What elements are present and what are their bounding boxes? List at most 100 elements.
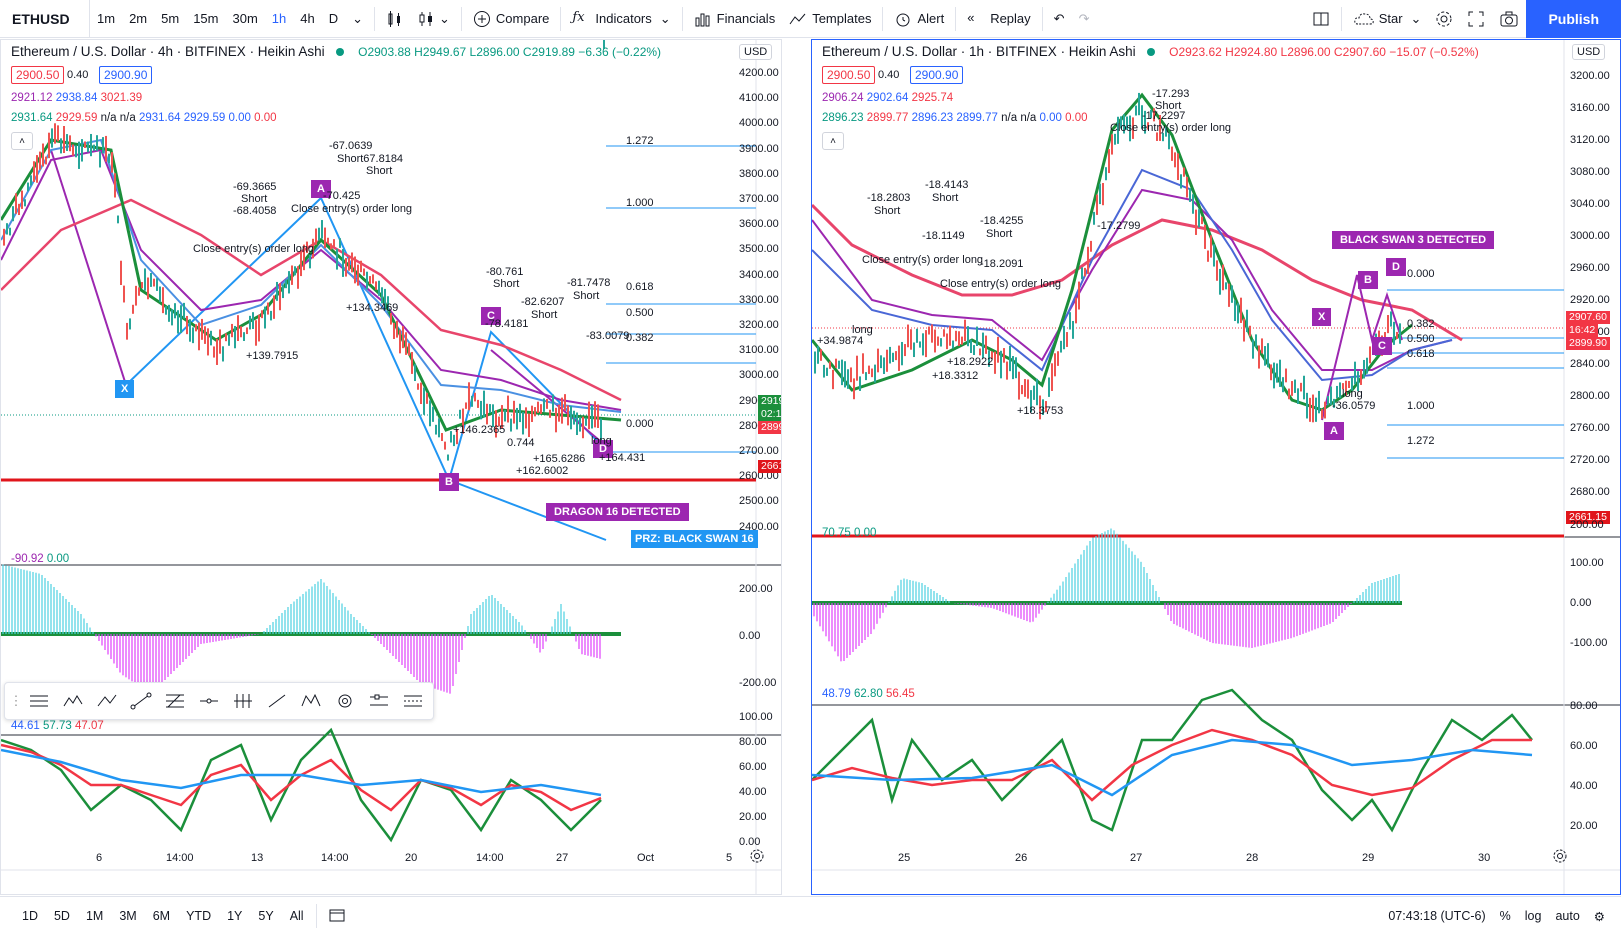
horizontal-ray-icon[interactable]: [193, 686, 225, 716]
left-currency-selector[interactable]: USD: [739, 44, 773, 60]
left-sell-button[interactable]: 2900.50: [11, 66, 65, 84]
left-time-tick-5: 14:00: [476, 852, 504, 864]
range-1d[interactable]: 1D: [22, 909, 38, 923]
candle: [1219, 268, 1221, 295]
candle: [9, 227, 11, 236]
interval-5m[interactable]: 5m: [161, 11, 180, 26]
left-row2-v5: 2931.64: [138, 112, 181, 124]
percent-toggle[interactable]: %: [1499, 909, 1511, 923]
left-fib-0382: 0.382: [626, 332, 654, 344]
left-buy-button[interactable]: 2900.90: [99, 66, 153, 84]
clock-time[interactable]: 07:43:18 (UTC-6): [1388, 909, 1486, 923]
undo-icon[interactable]: ↶: [1053, 10, 1065, 26]
interval-4h[interactable]: 4h: [300, 11, 315, 26]
right-sell-button[interactable]: 2900.50: [822, 66, 876, 84]
candle: [117, 215, 119, 224]
collapse-legend-chevron-icon[interactable]: ˄: [11, 132, 33, 150]
range-all[interactable]: All: [289, 909, 304, 923]
vertical-lines-icon[interactable]: [227, 686, 259, 716]
auto-toggle[interactable]: auto: [1555, 909, 1580, 923]
range-5d[interactable]: 5D: [53, 909, 70, 923]
interval-d[interactable]: D: [328, 11, 339, 26]
candle: [354, 256, 356, 284]
right-row2-v5: n/a: [1001, 112, 1018, 124]
xabcd-pattern-icon[interactable]: [295, 686, 327, 716]
candle-style-icon[interactable]: ⌄: [411, 0, 457, 38]
candle: [27, 182, 29, 192]
candle: [1117, 116, 1119, 144]
horizontal-lines-icon[interactable]: [23, 686, 55, 716]
left-rsi-tick-0: 100.00: [739, 711, 773, 723]
candle: [1345, 380, 1347, 396]
fullscreen-icon[interactable]: [1460, 0, 1492, 38]
left-chart-panel[interactable]: Ethereum / U.S. Dollar · 4h · BITFINEX ·…: [0, 39, 782, 895]
right-buy-button[interactable]: 2900.90: [910, 66, 964, 84]
interval-1h[interactable]: 1h: [271, 11, 287, 26]
right-chart-panel[interactable]: Ethereum / U.S. Dollar · 1h · BITFINEX ·…: [811, 39, 1621, 895]
symbol-search[interactable]: ETHUSD: [0, 0, 90, 38]
candle: [1084, 267, 1086, 277]
interval-30m[interactable]: 30m: [232, 11, 258, 26]
brush-icon[interactable]: [363, 686, 395, 716]
compare-button[interactable]: Compare: [466, 0, 556, 38]
abc-pattern-icon[interactable]: [91, 686, 123, 716]
left-chart-settings-gear-icon[interactable]: [749, 848, 765, 864]
candle: [108, 153, 110, 164]
candle: [1168, 133, 1170, 150]
bar-style-icon[interactable]: [379, 0, 411, 38]
star-button[interactable]: Star ⌄: [1346, 0, 1429, 38]
range-5y[interactable]: 5Y: [258, 909, 274, 923]
candle: [498, 416, 500, 427]
date-range-calendar-icon[interactable]: [321, 908, 353, 925]
channel-icon[interactable]: [397, 686, 429, 716]
candle: [829, 361, 831, 369]
left-price-tick-18: 2400.00: [739, 520, 779, 533]
layout-icon[interactable]: [1305, 0, 1337, 38]
right-osc-axis-2: 100.00: [1570, 557, 1604, 569]
publish-button[interactable]: Publish: [1526, 0, 1621, 38]
financials-button[interactable]: Financials: [687, 0, 783, 38]
right-chart-settings-gear-icon[interactable]: [1552, 848, 1568, 864]
range-3m[interactable]: 3M: [119, 909, 137, 923]
ray-icon[interactable]: [261, 686, 293, 716]
templates-button[interactable]: Templates: [782, 0, 878, 38]
range-1y[interactable]: 1Y: [227, 909, 243, 923]
candle: [156, 278, 158, 291]
fib-retracement-icon[interactable]: [159, 686, 191, 716]
toolbar-divider: [560, 6, 562, 31]
left-chart-canvas[interactable]: [1, 40, 782, 895]
left-ann-2: Short: [241, 193, 268, 205]
range-ytd[interactable]: YTD: [186, 909, 212, 923]
replay-button[interactable]: « Replay: [960, 0, 1037, 38]
interval-dropdown-chevron-icon[interactable]: ⌄: [352, 10, 364, 26]
spiral-icon[interactable]: [329, 686, 361, 716]
candle: [363, 268, 365, 276]
interval-15m[interactable]: 15m: [193, 11, 219, 26]
candle: [66, 134, 68, 151]
collapse-legend-chevron-icon[interactable]: ˄: [822, 132, 844, 150]
range-6m[interactable]: 6M: [152, 909, 171, 923]
redo-icon[interactable]: ↷: [1078, 10, 1090, 26]
candle: [114, 173, 116, 198]
camera-icon[interactable]: [1492, 0, 1526, 38]
candle: [859, 376, 861, 391]
alert-button[interactable]: Alert: [887, 0, 951, 38]
right-currency-selector[interactable]: USD: [1572, 44, 1606, 60]
trend-line-icon[interactable]: [125, 686, 157, 716]
indicators-button[interactable]: ƒx Indicators ⌄: [572, 9, 671, 27]
settings-gear-icon[interactable]: [1428, 0, 1460, 38]
interval-2m[interactable]: 2m: [129, 11, 148, 26]
candle: [18, 203, 20, 216]
left-line-price-tag: 2661.15: [758, 460, 781, 473]
right-chart-canvas[interactable]: [812, 40, 1621, 895]
interval-1m[interactable]: 1m: [97, 11, 116, 26]
candle: [246, 327, 248, 335]
drag-handle-icon[interactable]: ⋮: [9, 693, 23, 708]
log-toggle[interactable]: log: [1524, 909, 1542, 923]
candle: [1120, 116, 1122, 129]
candle: [393, 322, 395, 339]
range-1m[interactable]: 1M: [85, 909, 104, 923]
elliott-wave-icon[interactable]: [57, 686, 89, 716]
left-rsi-v2: 57.73: [42, 720, 72, 732]
bottombar-settings-gear-icon[interactable]: ⚙: [1593, 909, 1605, 924]
